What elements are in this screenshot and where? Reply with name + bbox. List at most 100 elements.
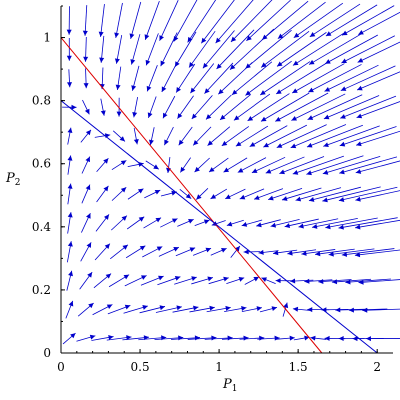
field-arrow-shaft: [100, 3, 105, 37]
field-arrow-head: [339, 169, 345, 175]
field-arrow-head: [67, 241, 73, 247]
field-arrow-head: [188, 219, 194, 224]
field-arrow-head: [328, 251, 334, 257]
field-arrow-shaft: [237, 157, 267, 173]
field-arrow-head: [161, 86, 167, 92]
field-arrow-head: [352, 336, 358, 342]
y-tick-label: 0.6: [32, 157, 51, 171]
x-tick-label: 0.5: [131, 360, 150, 374]
field-arrow-shaft: [356, 130, 400, 146]
field-arrow-shaft: [249, 125, 288, 147]
field-arrow-head: [158, 275, 164, 281]
field-arrow-head: [115, 84, 121, 90]
field-arrow-head: [120, 160, 127, 166]
field-arrow-shaft: [356, 101, 400, 119]
field-arrow-head: [207, 276, 213, 282]
field-arrow-head: [225, 305, 231, 311]
x-tick-label: 0: [57, 360, 65, 374]
field-arrow-head: [82, 30, 88, 36]
field-arrow-shaft: [260, 92, 310, 122]
field-arrow-shaft: [265, 156, 305, 174]
field-arrow-head: [243, 249, 249, 255]
field-arrow-shaft: [355, 160, 400, 174]
field-arrow-head: [322, 197, 328, 203]
field-arrow-head: [239, 194, 246, 200]
field-arrow-head: [235, 141, 242, 147]
field-arrows: [62, 0, 400, 345]
field-arrow-head: [318, 279, 324, 285]
field-arrow-head: [292, 306, 299, 312]
field-arrow-shaft: [307, 94, 363, 121]
field-arrow-head: [274, 335, 280, 341]
y-axis-label: P2: [5, 171, 20, 188]
field-arrow-head: [268, 195, 274, 201]
field-arrow-shaft: [323, 125, 380, 147]
field-arrow-head: [229, 64, 236, 70]
field-arrow-head: [261, 277, 267, 283]
field-arrow-head: [106, 304, 113, 310]
field-arrow-shaft: [191, 95, 213, 120]
field-arrow-head: [355, 224, 361, 230]
field-arrow-head: [121, 215, 127, 221]
field-arrow-shaft: [268, 187, 303, 200]
field-arrow-head: [67, 82, 73, 88]
field-arrow-shaft: [131, 34, 141, 65]
field-arrow-head: [159, 35, 164, 41]
field-arrow-shaft: [84, 5, 88, 36]
field-arrow-shaft: [260, 30, 310, 68]
field-arrow-head: [116, 111, 122, 117]
field-arrow-shaft: [290, 124, 347, 149]
field-arrow-head: [308, 87, 314, 93]
field-arrow-head: [284, 223, 291, 229]
field-arrow-head: [289, 335, 295, 341]
x-tick-label: 1: [215, 360, 223, 374]
field-arrow-head: [263, 142, 269, 148]
field-arrow-head: [341, 251, 348, 257]
field-arrow-head: [108, 334, 114, 340]
field-arrow-head: [129, 33, 135, 39]
field-arrow-head: [131, 85, 137, 91]
field-arrow-head: [355, 196, 361, 202]
field-arrow-head: [310, 335, 316, 341]
field-arrow-head: [223, 276, 229, 282]
field-arrow-shaft: [187, 0, 217, 43]
field-arrow-head: [340, 86, 347, 91]
field-arrow-shaft: [338, 217, 398, 229]
field-arrow-head: [231, 89, 238, 95]
field-arrow-head: [147, 112, 153, 118]
field-arrow-shaft: [325, 217, 378, 229]
field-arrow-head: [265, 168, 272, 174]
field-arrow-head: [325, 59, 331, 64]
field-arrow-head: [275, 116, 281, 122]
field-arrow-shaft: [306, 124, 363, 148]
field-arrow-shaft: [322, 155, 381, 175]
field-arrow-head: [323, 142, 329, 148]
field-arrow-head: [234, 245, 240, 252]
isocline-blue: [60, 100, 378, 354]
field-arrow-head: [123, 274, 130, 280]
field-arrow-head: [171, 218, 178, 224]
field-arrow-head: [256, 306, 262, 312]
field-arrow-head: [254, 195, 260, 200]
field-arrow-head: [358, 30, 364, 35]
y-tick-label: 1: [43, 31, 51, 45]
field-arrow-head: [98, 31, 104, 37]
field-arrow-shaft: [355, 219, 400, 229]
field-arrow-head: [180, 166, 186, 173]
field-arrow-shaft: [259, 61, 311, 96]
field-arrow-shaft: [308, 64, 362, 93]
field-arrow-shaft: [204, 62, 234, 94]
field-arrow-head: [204, 88, 210, 94]
field-arrow-shaft: [246, 0, 291, 42]
field-arrow-head: [185, 193, 192, 199]
field-arrow-head: [282, 196, 288, 201]
field-arrow-head: [270, 222, 277, 228]
field-arrow-head: [312, 223, 318, 229]
field-arrow-head: [189, 62, 194, 68]
x-axis-label: P1: [222, 377, 237, 394]
field-arrow-head: [99, 57, 105, 63]
field-arrow-head: [292, 88, 298, 94]
field-arrow-head: [309, 59, 315, 65]
field-arrow-head: [323, 114, 330, 120]
